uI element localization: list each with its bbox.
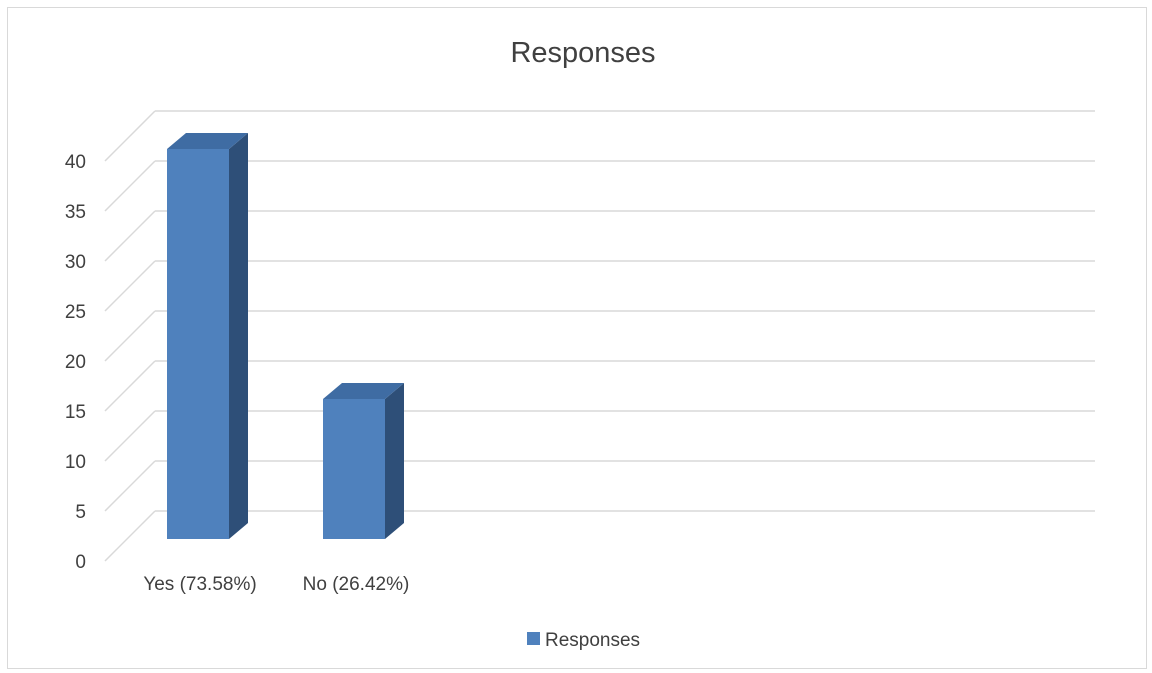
x-axis-tick-labels: Yes (73.58%) No (26.42%) (143, 574, 409, 595)
legend-label: Responses (545, 630, 640, 651)
bar-top-0 (167, 133, 248, 149)
bar-front-1 (323, 399, 385, 539)
y-tick-label-4: 20 (65, 352, 86, 373)
y-tick-label-0: 0 (75, 552, 86, 573)
y-tick-label-7: 35 (65, 202, 86, 223)
gridline-side-3 (104, 360, 156, 412)
y-axis-tick-labels: 0 5 10 15 20 25 30 35 40 (65, 152, 86, 573)
bars (167, 133, 404, 539)
x-tick-label-1: No (26.42%) (303, 574, 410, 595)
gridline-side-2 (104, 410, 156, 462)
bar-0 (167, 133, 248, 539)
gridline-side-6 (104, 210, 156, 262)
y-tick-label-6: 30 (65, 252, 86, 273)
bar-side-0 (229, 133, 248, 539)
y-tick-label-8: 40 (65, 152, 86, 173)
y-tick-label-3: 15 (65, 402, 86, 423)
gridline-side-7 (104, 160, 156, 212)
bar-front-0 (167, 149, 229, 539)
gridline-side-8 (104, 110, 156, 162)
gridlines (104, 110, 1095, 562)
chart-title: Responses (510, 37, 655, 69)
bar-1 (323, 383, 404, 539)
y-tick-label-2: 10 (65, 452, 86, 473)
gridline-side-0 (104, 510, 156, 562)
y-tick-label-1: 5 (75, 502, 86, 523)
gridline-side-4 (104, 310, 156, 362)
gridline-side-5 (104, 260, 156, 312)
gridline-side-1 (104, 460, 156, 512)
x-tick-label-0: Yes (73.58%) (143, 574, 256, 595)
y-tick-label-5: 25 (65, 302, 86, 323)
legend-swatch (527, 632, 540, 645)
bar-side-1 (385, 383, 404, 539)
bar-top-1 (323, 383, 404, 399)
legend: Responses (527, 630, 640, 651)
